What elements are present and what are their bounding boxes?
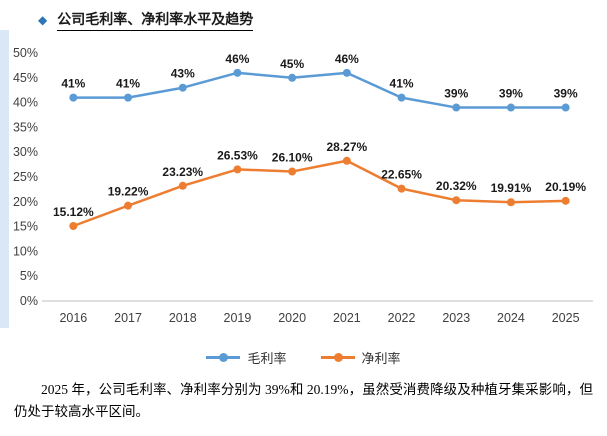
svg-text:41%: 41% xyxy=(116,77,140,91)
svg-text:2018: 2018 xyxy=(169,311,197,325)
svg-text:10%: 10% xyxy=(13,244,38,258)
legend-label: 毛利率 xyxy=(247,350,287,366)
svg-text:2020: 2020 xyxy=(278,311,306,325)
net-margin-line-icon xyxy=(320,352,355,362)
svg-text:22.65%: 22.65% xyxy=(381,168,422,182)
svg-text:28.27%: 28.27% xyxy=(326,140,367,154)
svg-text:2019: 2019 xyxy=(224,311,252,325)
svg-text:26.10%: 26.10% xyxy=(272,151,313,165)
svg-text:19.22%: 19.22% xyxy=(108,185,149,199)
svg-text:5%: 5% xyxy=(20,269,38,283)
margin-trend-chart: 0% 5% 10% 15% 20% 25% 30% 35% 40% 45% 50% 2016 2017 2… xyxy=(13,46,593,325)
svg-text:19.91%: 19.91% xyxy=(491,181,532,195)
svg-text:26.53%: 26.53% xyxy=(217,148,258,162)
svg-text:45%: 45% xyxy=(13,71,38,85)
chart-title: 公司毛利率、净利率水平及趋势 xyxy=(57,9,254,31)
svg-text:39%: 39% xyxy=(499,87,523,101)
chart-header: ◆ 公司毛利率、净利率水平及趋势 xyxy=(0,0,607,31)
legend-item-net-margin: 净利率 xyxy=(320,348,401,367)
svg-text:43%: 43% xyxy=(171,67,195,81)
chart-area: 0% 5% 10% 15% 20% 25% 30% 35% 40% 45% 50% 2016 2017 2… xyxy=(0,33,607,343)
svg-text:39%: 39% xyxy=(554,87,578,101)
svg-text:2025: 2025 xyxy=(552,311,580,325)
svg-text:2023: 2023 xyxy=(442,311,470,325)
svg-text:41%: 41% xyxy=(61,77,85,91)
svg-text:15%: 15% xyxy=(13,220,38,234)
svg-text:2016: 2016 xyxy=(59,311,87,325)
svg-text:2022: 2022 xyxy=(388,311,416,325)
svg-text:41%: 41% xyxy=(390,77,414,91)
summary-paragraph: 2025 年，公司毛利率、净利率分别为 39%和 20.19%，虽然受消费降级及… xyxy=(14,382,593,420)
svg-text:46%: 46% xyxy=(225,52,249,66)
svg-text:15.12%: 15.12% xyxy=(53,205,94,219)
svg-text:50%: 50% xyxy=(13,46,38,60)
svg-text:45%: 45% xyxy=(280,57,304,71)
gross-margin-line-icon xyxy=(206,352,241,362)
svg-text:2021: 2021 xyxy=(333,311,361,325)
svg-text:0%: 0% xyxy=(20,294,38,308)
chart-legend: 毛利率 净利率 xyxy=(0,345,607,369)
svg-text:2017: 2017 xyxy=(114,311,142,325)
svg-text:23.23%: 23.23% xyxy=(162,165,203,179)
left-accent-bar xyxy=(0,30,9,328)
svg-text:30%: 30% xyxy=(13,145,38,159)
svg-text:25%: 25% xyxy=(13,170,38,184)
svg-text:20.19%: 20.19% xyxy=(545,180,586,194)
legend-item-gross-margin: 毛利率 xyxy=(206,348,287,367)
svg-text:46%: 46% xyxy=(335,52,359,66)
svg-text:20.32%: 20.32% xyxy=(436,179,477,193)
svg-text:40%: 40% xyxy=(13,96,38,110)
legend-label: 净利率 xyxy=(361,350,401,366)
svg-text:20%: 20% xyxy=(13,195,38,209)
svg-text:35%: 35% xyxy=(13,120,38,134)
diamond-bullet-icon: ◆ xyxy=(38,13,48,27)
svg-text:39%: 39% xyxy=(444,87,468,101)
svg-text:2024: 2024 xyxy=(497,311,525,325)
